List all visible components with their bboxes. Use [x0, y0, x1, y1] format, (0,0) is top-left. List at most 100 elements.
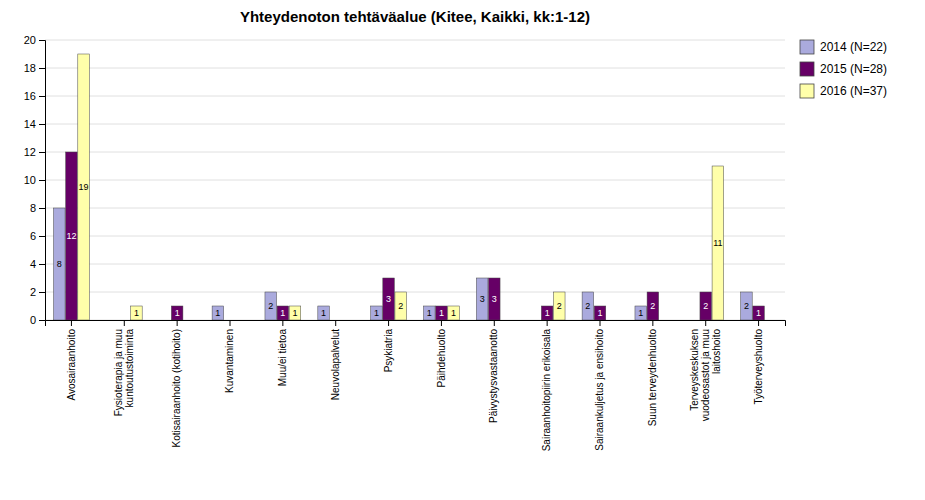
x-tick: Avosairaanhoito: [66, 320, 77, 401]
tick-mark: [388, 320, 389, 326]
data-label: 2: [557, 301, 562, 311]
bar: [476, 278, 488, 320]
tick-label: 16: [24, 90, 36, 102]
tick-mark: [441, 320, 442, 326]
tick-label: 14: [24, 118, 36, 130]
tick-label-line: Muu/ei tietoa: [277, 329, 288, 387]
data-label: 1: [321, 308, 326, 318]
y-tick: 2: [30, 286, 45, 298]
bar: [54, 208, 66, 320]
tick-mark: [547, 320, 548, 326]
x-axis: AvosairaanhoitoFysioterapia ja muukuntou…: [46, 320, 786, 451]
tick-mark: [39, 40, 45, 41]
bar: [741, 292, 753, 320]
grid-line: [45, 264, 785, 265]
tick-mark: [230, 320, 231, 326]
y-tick: 20: [24, 34, 45, 46]
bar: [371, 306, 383, 320]
bars: [54, 54, 765, 320]
axis-line: [46, 321, 786, 327]
tick-label: Kuvantaminen: [224, 329, 235, 393]
tick-label: Sairaankuljetus ja ensihoito: [594, 329, 605, 451]
y-tick: 16: [24, 90, 45, 102]
grid-line: [45, 180, 785, 181]
data-label: 1: [175, 308, 180, 318]
bar: [106, 320, 118, 321]
data-label: 1: [374, 308, 379, 318]
data-label: 2: [268, 301, 273, 311]
tick-label-line: laitoshoito: [711, 329, 722, 374]
legend-item: 2016 (N=37): [800, 84, 887, 98]
bar: [712, 166, 724, 320]
legend-swatch: [800, 62, 814, 76]
tick-label: Muu/ei tietoa: [277, 329, 288, 387]
x-tick: Sairaankuljetus ja ensihoito: [594, 320, 605, 451]
x-tick: Suun terveydenhuolto: [647, 320, 658, 426]
legend-swatch: [800, 40, 814, 54]
bar: [635, 306, 647, 320]
x-tick: Psykiatria: [383, 320, 394, 372]
x-tick: Kotisairaanhoito (kotihoito): [171, 320, 182, 447]
axis-line: [39, 41, 46, 321]
tick-label-line: Suun terveydenhuolto: [647, 329, 658, 427]
bar: [529, 320, 541, 321]
y-tick: 12: [24, 146, 45, 158]
x-tick: Kuvantaminen: [224, 320, 235, 393]
tick-label: 4: [30, 258, 36, 270]
legend-label: 2016 (N=37): [820, 84, 887, 98]
tick-label: Päihdehuolto: [436, 329, 447, 388]
x-tick: Päivystysvastaanotto: [488, 320, 499, 423]
tick-label: Terveyskeskuksenvuodeosastot ja muulaito…: [689, 329, 722, 422]
x-tick: Työterveyshuolto: [753, 320, 764, 405]
grid-line: [45, 152, 785, 153]
tick-label-line: Neuvolapalvelut: [330, 329, 341, 400]
data-label: 2: [398, 301, 403, 311]
tick-mark: [39, 68, 45, 69]
legend-label: 2014 (N=22): [820, 40, 887, 54]
data-label: 11: [713, 238, 722, 248]
tick-label: Päivystysvastaanotto: [488, 329, 499, 423]
tick-label-line: Terveyskeskuksen: [689, 329, 700, 411]
bar: [265, 292, 277, 320]
tick-mark: [39, 236, 45, 237]
tick-mark: [282, 320, 283, 326]
tick-mark: [39, 96, 45, 97]
tick-label: Avosairaanhoito: [66, 329, 77, 401]
tick-label-line: Avosairaanhoito: [66, 329, 77, 401]
data-labels: 8121113212121131311221191121211: [57, 182, 761, 318]
bar: [171, 306, 183, 320]
legend-item: 2014 (N=22): [800, 40, 887, 54]
plot: 02468101214161820AvosairaanhoitoFysioter…: [24, 34, 786, 451]
data-label: 1: [134, 308, 139, 318]
bar: [765, 320, 777, 321]
data-label: 2: [650, 301, 655, 311]
tick-mark: [39, 180, 45, 181]
tick-mark: [124, 320, 125, 326]
x-tick: Neuvolapalvelut: [330, 320, 341, 400]
y-axis: 02468101214161820: [24, 34, 46, 326]
title: Yhteydenoton tehtäväalue (Kitee, Kaikki,…: [240, 8, 590, 25]
bar: [753, 306, 765, 320]
data-label: 1: [280, 308, 285, 318]
tick-mark: [39, 208, 45, 209]
x-tick: Terveyskeskuksenvuodeosastot ja muulaito…: [689, 320, 722, 421]
y-tick: 0: [30, 314, 45, 326]
y-tick: 18: [24, 62, 45, 74]
bar: [489, 278, 501, 320]
bar: [236, 320, 248, 321]
series: [78, 54, 724, 320]
bar: [424, 306, 436, 320]
bar: [66, 152, 78, 320]
tick-label-line: Työterveyshuolto: [753, 329, 764, 405]
bar: [159, 320, 171, 321]
tick-mark: [494, 320, 495, 326]
data-label: 1: [215, 308, 220, 318]
data-label: 1: [638, 308, 643, 318]
tick-label: 8: [30, 202, 36, 214]
tick-label-line: Sairaanhoitopiirin erikoisala: [541, 329, 552, 452]
data-label: 1: [439, 308, 444, 318]
bar: [212, 306, 224, 320]
tick-mark: [652, 320, 653, 326]
chart: Yhteydenoton tehtäväalue (Kitee, Kaikki,…: [0, 0, 925, 500]
bar: [554, 292, 566, 320]
